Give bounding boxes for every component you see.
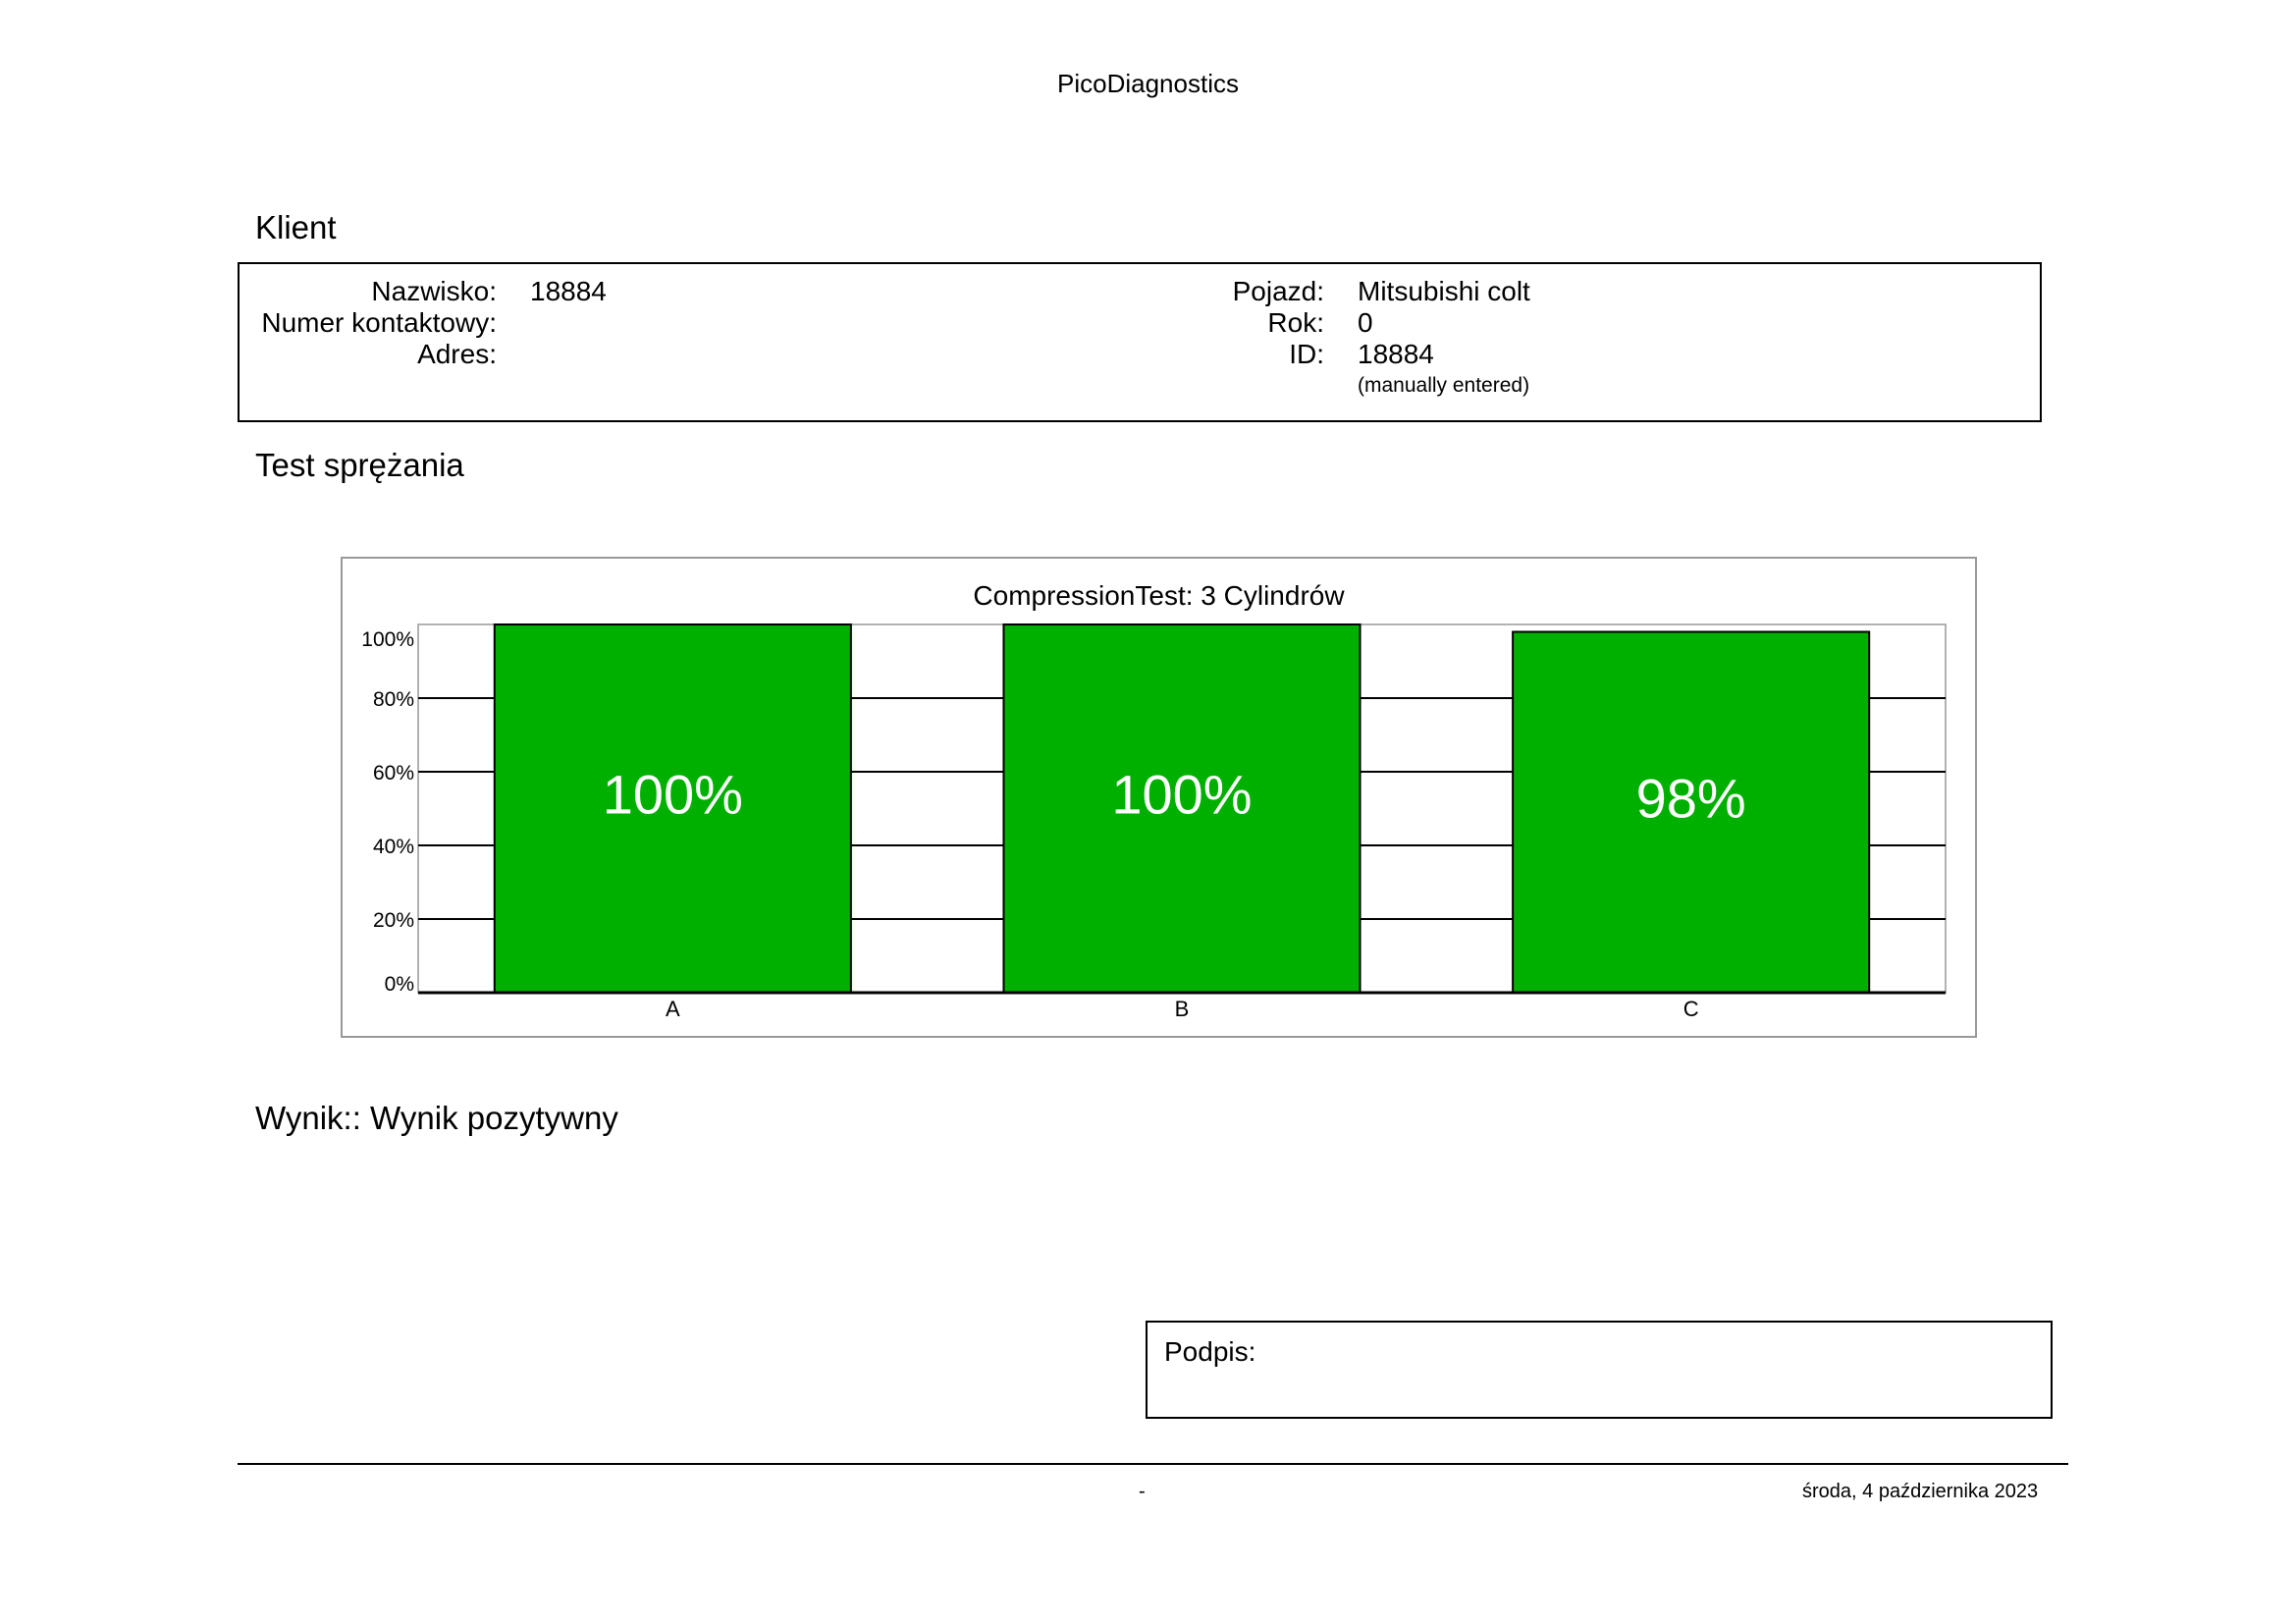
y-tick-label: 0% (385, 973, 414, 996)
result-text: Wynik:: Wynik pozytywny (255, 1100, 618, 1136)
signature-box: Podpis: (1146, 1321, 2053, 1419)
footer-divider (238, 1463, 2068, 1465)
signature-label: Podpis: (1164, 1336, 1256, 1367)
year-label: Rok: (1267, 307, 1324, 338)
bar-B (1002, 623, 1362, 994)
x-tick-label: A (666, 997, 680, 1021)
client-section-title: Klient (255, 209, 337, 245)
bar-value-label: 98% (1636, 767, 1746, 829)
y-tick-label: 100% (361, 628, 414, 651)
surname-label: Nazwisko: (371, 276, 497, 306)
id-label: ID: (1289, 339, 1324, 369)
vehicle-label: Pojazd: (1232, 276, 1324, 306)
client-info-box: Nazwisko: 18884 Numer kontaktowy: Adres:… (238, 262, 2042, 422)
id-note: (manually entered) (1358, 374, 1530, 397)
bar-value-label: 100% (1111, 764, 1252, 826)
year-value: 0 (1358, 307, 1373, 338)
x-tick-label: C (1683, 997, 1699, 1021)
y-tick-label: 80% (373, 688, 414, 711)
vehicle-value: Mitsubishi colt (1358, 276, 1530, 306)
surname-value: 18884 (530, 276, 607, 306)
y-tick-label: 60% (373, 762, 414, 785)
y-tick-label: 40% (373, 836, 414, 858)
bar-C (1512, 630, 1871, 994)
footer-date: środa, 4 października 2023 (1802, 1481, 2039, 1502)
x-tick-label: B (1175, 997, 1190, 1021)
test-section-title: Test sprężania (255, 447, 464, 483)
phone-label: Numer kontaktowy: (261, 307, 497, 338)
report-header-title: PicoDiagnostics (1057, 69, 1239, 98)
id-value: 18884 (1358, 339, 1434, 369)
address-label: Adres: (417, 339, 497, 369)
footer-page-marker: - (1139, 1481, 1146, 1502)
y-tick-label: 20% (373, 909, 414, 932)
bar-A (493, 623, 852, 994)
bar-value-label: 100% (603, 764, 743, 826)
compression-chart: CompressionTest: 3 Cylindrów 0% 20% 40% 60%… (341, 557, 1977, 1038)
chart-plot: 0% 20% 40% 60% 80% 100% 100% A 100% B 98% C (361, 623, 1947, 1021)
chart-title: CompressionTest: 3 Cylindrów (973, 580, 1345, 611)
